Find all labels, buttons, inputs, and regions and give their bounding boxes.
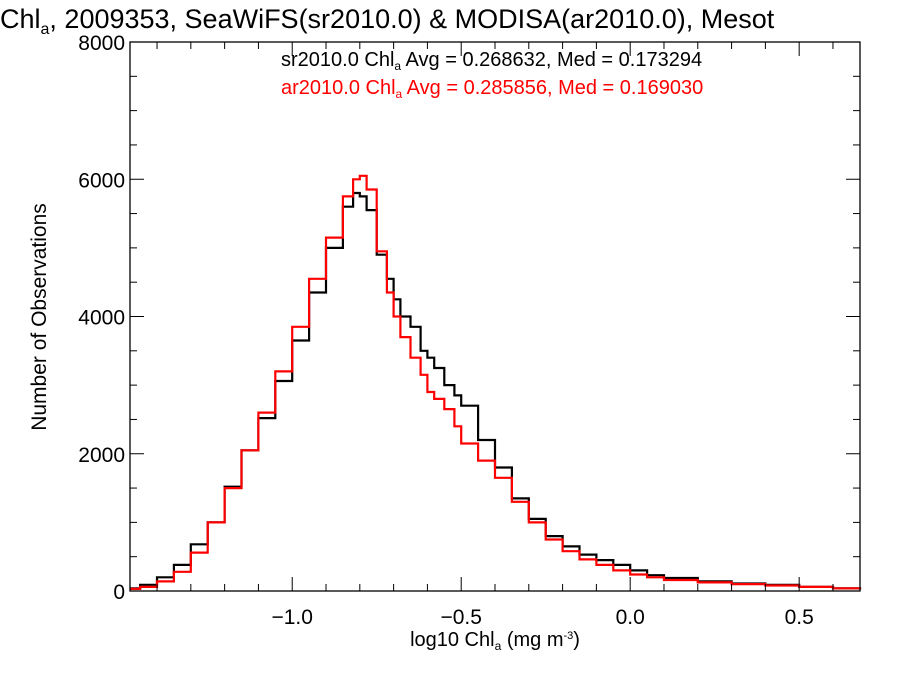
x-tick-label: −0.5 [440, 606, 481, 629]
y-tick-label: 0 [113, 581, 125, 604]
series-line-sr2010.0 [130, 191, 862, 590]
legend-entry-ar2010: ar2010.0 Chla Avg = 0.285856, Med = 0.16… [281, 77, 704, 101]
y-tick-label: 2000 [78, 444, 125, 467]
y-axis-label: Number of Observations [28, 203, 51, 431]
x-tick-label: 0.5 [785, 606, 814, 629]
y-tick-label: 4000 [78, 307, 125, 330]
legend-entry-sr2010: sr2010.0 Chla Avg = 0.268632, Med = 0.17… [281, 49, 703, 73]
x-axis-label: log10 Chla (mg m-3) [410, 629, 580, 653]
plot-frame [129, 41, 861, 592]
y-tick-label: 6000 [78, 169, 125, 192]
x-tick-label: −1.0 [271, 606, 312, 629]
chart-title: Chla, 2009353, SeaWiFS(sr2010.0) & MODIS… [0, 4, 775, 38]
x-tick-label: 0.0 [616, 606, 645, 629]
y-tick-label: 8000 [78, 32, 125, 55]
series-line-ar2010.0 [130, 174, 862, 590]
